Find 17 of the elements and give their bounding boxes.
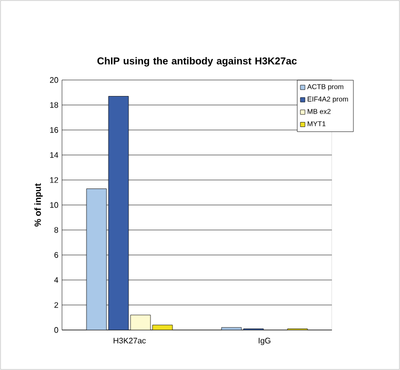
y-axis-title: % of input [34,183,43,227]
y-tick-label: 14 [50,152,58,158]
chart-title: ChIP using the antibody against H3K27ac [97,57,297,66]
y-tick-label: 0 [54,327,58,333]
y-tick-label: 8 [54,227,58,233]
y-tick-label: 10 [50,202,58,208]
y-tick-label: 20 [50,77,58,83]
y-tick-label: 12 [50,177,58,183]
x-tick-label: IgG [258,338,270,346]
y-tick-label: 16 [50,127,58,133]
y-tick-label: 18 [50,102,58,108]
y-tick-label: 2 [54,302,58,308]
y-tick-label: 6 [54,252,58,258]
bar [86,188,107,330]
y-tick-label: 4 [54,277,58,283]
x-tick-label: H3K27ac [114,338,146,344]
bar [108,96,129,330]
